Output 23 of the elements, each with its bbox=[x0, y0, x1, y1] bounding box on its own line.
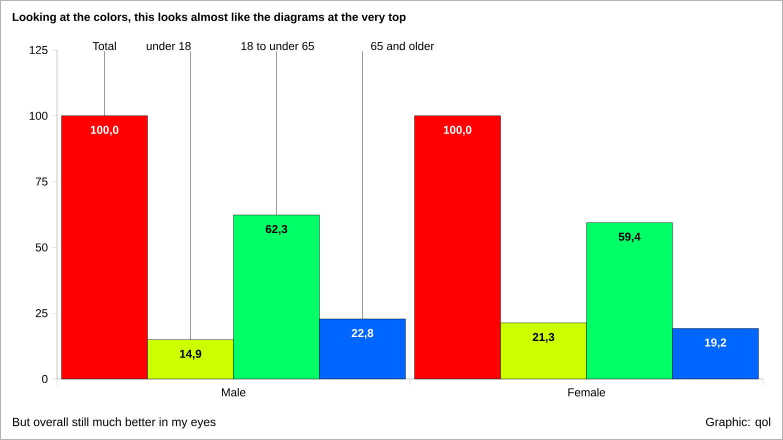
text: Total bbox=[92, 42, 116, 50]
data-label: 19,2 bbox=[705, 338, 726, 348]
y-tick-label: 100 bbox=[30, 112, 48, 120]
y-tick-label: 125 bbox=[30, 46, 48, 54]
x-tick-label: Female bbox=[568, 388, 606, 396]
y-tick-label: 0 bbox=[42, 374, 48, 384]
text: Graphic: qol bbox=[706, 417, 770, 429]
text: 65 and older bbox=[371, 42, 434, 50]
data-label: 21,3 bbox=[532, 332, 554, 343]
text: But overall still much better in my eyes bbox=[13, 417, 216, 429]
data-label: 59,4 bbox=[618, 232, 641, 242]
data-label: 22,8 bbox=[352, 328, 374, 339]
y-tick-label: 25 bbox=[36, 309, 48, 318]
chart-title: Looking at the colors, this looks almost like the diagrams at the very top bbox=[12, 12, 406, 24]
data-label: 100,0 bbox=[90, 126, 118, 136]
y-tick-label: 75 bbox=[36, 178, 48, 186]
data-label: 100,0 bbox=[444, 126, 472, 136]
text: 18 to under 65 bbox=[241, 42, 314, 50]
data-label: 62,3 bbox=[266, 225, 288, 235]
x-tick-label: Male bbox=[222, 388, 246, 396]
y-tick-label: 50 bbox=[36, 243, 48, 252]
data-label: 14,9 bbox=[180, 350, 202, 360]
text: under 18 bbox=[146, 42, 191, 50]
